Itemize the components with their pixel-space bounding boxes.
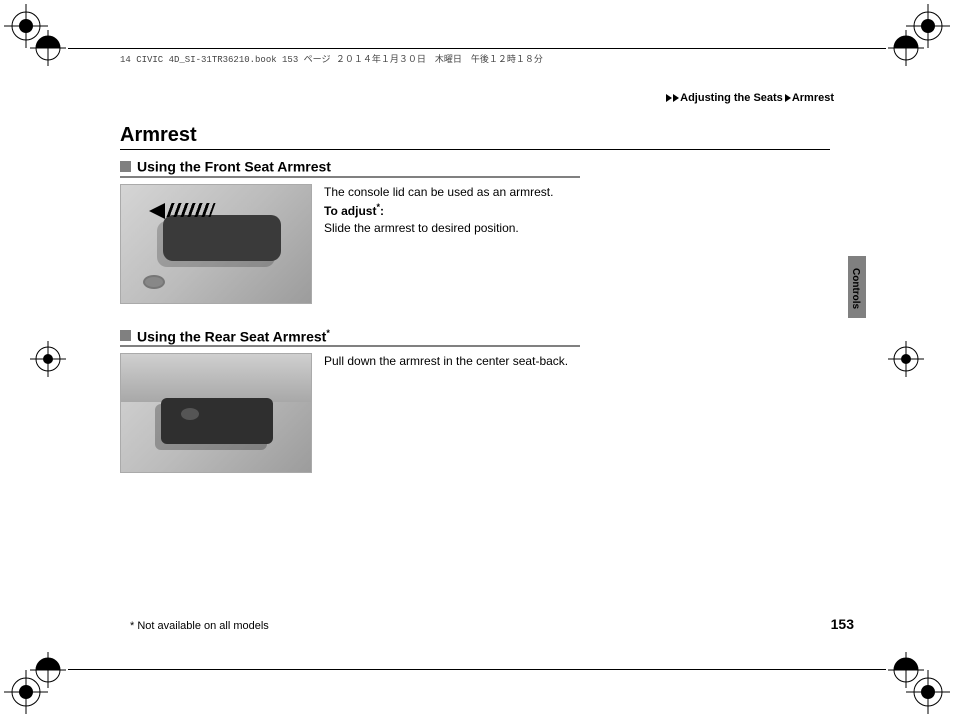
desc-line: The console lid can be used as an armres… [324,184,553,201]
section-heading: Using the Front Seat Armrest [137,159,331,175]
chapter-tab-label: Controls [850,268,861,309]
section-header-rear-armrest: Using the Rear Seat Armrest* [120,328,580,348]
registration-mark-icon [28,650,68,690]
triangle-icon [673,94,679,102]
page-content: Armrest Using the Front Seat Armrest The… [120,124,830,497]
file-header: 14 CIVIC 4D_SI-31TR36210.book 153 ページ ２０… [120,52,543,65]
section-body-front-armrest: The console lid can be used as an armres… [120,184,830,304]
registration-mark-icon [886,28,926,68]
registration-mark-icon [886,339,926,379]
triangle-icon [785,94,791,102]
square-bullet-icon [120,330,131,341]
section-header-front-armrest: Using the Front Seat Armrest [120,158,580,178]
front-armrest-illustration [120,184,312,304]
desc-line: Pull down the armrest in the center seat… [324,353,568,370]
footnote: * Not available on all models [130,620,269,632]
page-title: Armrest [120,124,830,150]
section-heading: Using the Rear Seat Armrest [137,328,326,344]
bottom-trim-line [68,669,886,670]
section-description: The console lid can be used as an armres… [324,184,553,304]
breadcrumb: Adjusting the Seats Armrest [666,92,834,104]
triangle-icon [666,94,672,102]
registration-mark-icon [28,28,68,68]
top-trim-line [68,48,886,49]
section-heading-asterisk: * [326,328,330,338]
registration-mark-icon [28,339,68,379]
rear-armrest-illustration [120,353,312,473]
desc-line: Slide the armrest to desired position. [324,220,553,237]
section-body-rear-armrest: Pull down the armrest in the center seat… [120,353,830,473]
desc-bold: To adjust [324,204,376,218]
breadcrumb-level2: Armrest [792,92,834,104]
breadcrumb-level1: Adjusting the Seats [680,92,783,104]
section-description: Pull down the armrest in the center seat… [324,353,568,473]
desc-bold-colon: : [380,204,384,218]
square-bullet-icon [120,161,131,172]
registration-mark-icon [886,650,926,690]
page-number: 153 [831,616,854,632]
